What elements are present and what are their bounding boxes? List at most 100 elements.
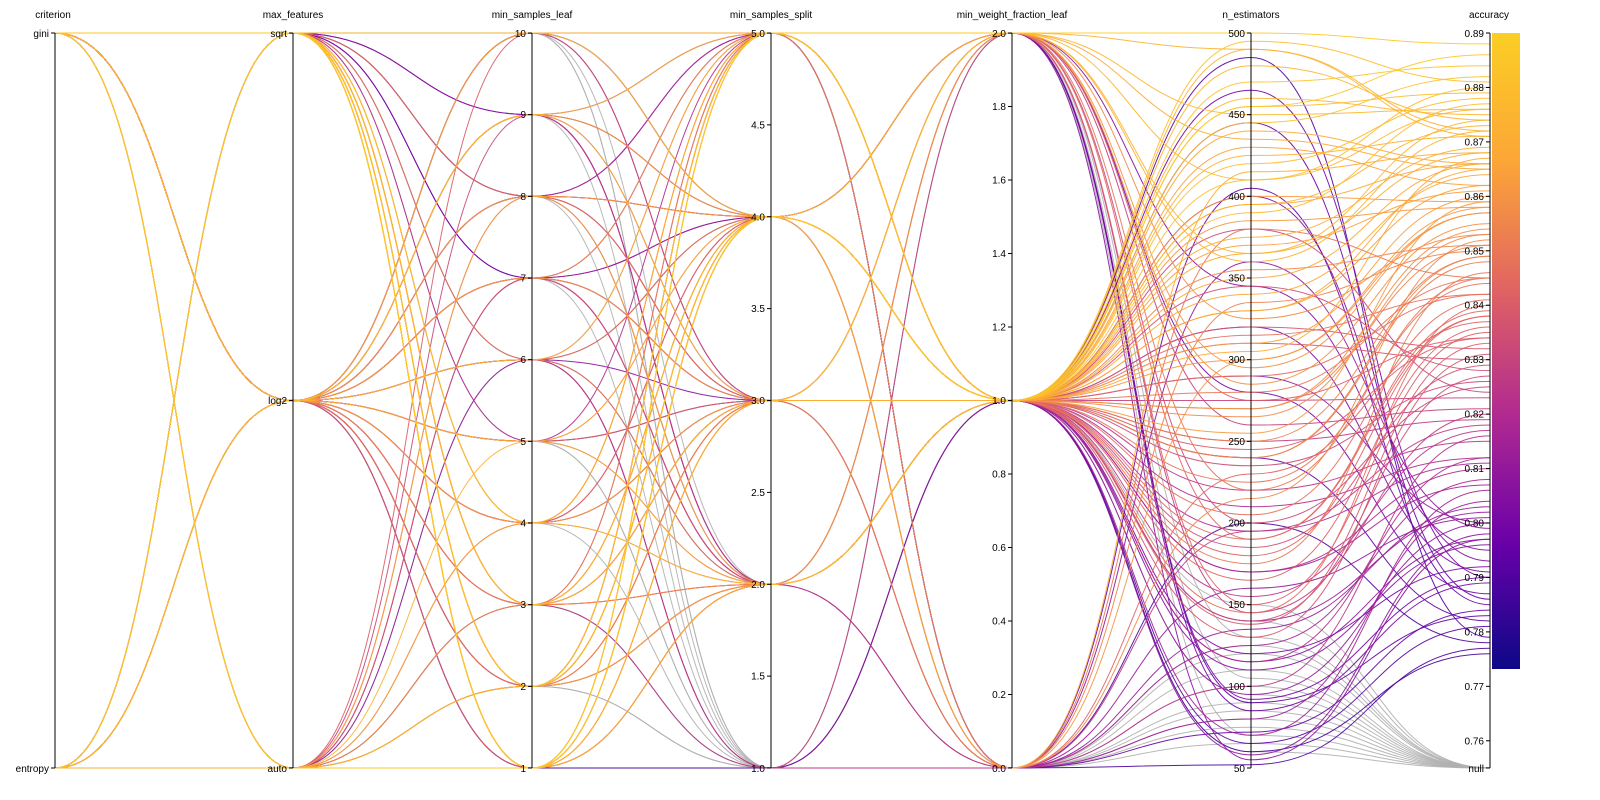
tick-label-min-samples-leaf: 7 (520, 274, 526, 285)
tick-label-min-samples-leaf: 2 (520, 682, 526, 693)
axis-min-weight-fraction-leaf: min_weight_fraction_leaf 0.0 0.2 0.4 0.6 0.8 1… (957, 10, 1068, 775)
tick-label-min-samples-leaf: 4 (520, 519, 526, 530)
data-line-126 (54, 32, 1491, 663)
tick-label-max-features: log2 (268, 396, 287, 407)
data-line-122 (54, 32, 1491, 491)
data-line-127 (54, 32, 1491, 700)
tick-label-min-samples-split: 2.5 (751, 488, 765, 499)
tick-label-accuracy: 0.81 (1465, 464, 1485, 475)
tick-label-n-estimators: 200 (1228, 519, 1245, 530)
tick-label-min-samples-split: 5.0 (751, 29, 765, 40)
tick-label-min-weight-fraction-leaf: 0.6 (992, 543, 1006, 554)
axis-title-accuracy: accuracy (1469, 10, 1509, 21)
tick-label-min-weight-fraction-leaf: 1.0 (992, 396, 1006, 407)
data-line-33 (55, 32, 1491, 638)
data-line-11 (54, 32, 1491, 769)
axis-title-min-samples-split: min_samples_split (730, 10, 812, 21)
tick-label-n-estimators: 450 (1228, 110, 1245, 121)
tick-label-min-samples-split: 3.0 (751, 396, 765, 407)
tick-label-min-samples-leaf: 5 (520, 437, 526, 448)
tick-label-min-weight-fraction-leaf: 1.8 (992, 102, 1006, 113)
tick-label-accuracy: 0.82 (1465, 410, 1485, 421)
data-line-77 (54, 277, 1491, 769)
axis-title-max-features: max_features (263, 10, 324, 21)
data-line-27 (55, 32, 1491, 606)
axis-accuracy: accuracy 0.76 0.77 0.78 0.79 0.80 0.81 0.82 0.83… (1465, 10, 1509, 775)
axis-title-min-samples-leaf: min_samples_leaf (492, 10, 573, 21)
data-line-37 (55, 32, 1491, 606)
tick-label-min-weight-fraction-leaf: 0.4 (992, 617, 1006, 628)
tick-label-min-weight-fraction-leaf: 1.6 (992, 176, 1006, 187)
data-line-106 (55, 32, 1491, 606)
tick-label-accuracy: 0.88 (1465, 83, 1485, 94)
tick-label-min-samples-leaf: 10 (515, 29, 527, 40)
tick-label-accuracy: 0.89 (1465, 29, 1485, 40)
data-line-72 (54, 250, 1491, 769)
tick-label-min-samples-split: 4.0 (751, 212, 765, 223)
tick-label-accuracy: 0.77 (1465, 682, 1485, 693)
data-line-78 (54, 359, 1491, 769)
tick-label-n-estimators: 250 (1228, 437, 1245, 448)
data-line-117 (54, 32, 1491, 606)
data-line-56 (54, 32, 1491, 551)
data-line-46 (54, 32, 1491, 606)
tick-label-min-weight-fraction-leaf: 0.8 (992, 470, 1006, 481)
tick-label-accuracy: 0.79 (1465, 573, 1485, 584)
tick-label-criterion: gini (33, 29, 49, 40)
tick-label-min-samples-leaf: 6 (520, 355, 526, 366)
colorbar (1492, 33, 1520, 669)
axis-min-samples-leaf: min_samples_leaf 1 2 3 4 5 6 7 8 9 10 (492, 10, 573, 775)
axis-min-samples-split: min_samples_split 1.0 1.5 2.0 2.5 3.0 3.5 4.0 4.… (730, 10, 812, 775)
axis-title-criterion: criterion (35, 10, 71, 21)
data-line-129 (55, 32, 1491, 638)
tick-label-accuracy: 0.83 (1465, 355, 1485, 366)
tick-label-n-estimators: 100 (1228, 682, 1245, 693)
data-line-35 (55, 32, 1491, 687)
data-line-123 (54, 32, 1491, 532)
tick-label-accuracy: 0.84 (1465, 301, 1485, 312)
data-line-130 (55, 32, 1491, 600)
data-line-111 (55, 32, 1491, 606)
tick-label-n-estimators: 500 (1228, 29, 1245, 40)
data-line-12 (54, 163, 1491, 769)
tick-label-max-features: sqrt (270, 29, 287, 40)
tick-label-min-weight-fraction-leaf: 0.2 (992, 690, 1006, 701)
data-line-48 (54, 32, 1491, 573)
tick-label-min-samples-leaf: 3 (520, 600, 526, 611)
tick-label-criterion: entropy (16, 764, 49, 775)
data-line-10 (54, 32, 1491, 769)
tick-label-min-samples-split: 2.0 (751, 580, 765, 591)
axis-title-n-estimators: n_estimators (1222, 10, 1279, 21)
tick-label-n-estimators: 300 (1228, 355, 1245, 366)
data-line-5 (55, 32, 1491, 508)
tick-label-accuracy: null (1468, 764, 1484, 775)
data-line-67 (54, 216, 1491, 769)
tick-label-min-samples-leaf: 8 (520, 192, 526, 203)
data-line-124 (54, 32, 1491, 606)
tick-label-min-weight-fraction-leaf: 2.0 (992, 29, 1006, 40)
tick-label-min-weight-fraction-leaf: 1.2 (992, 323, 1006, 334)
data-line-20 (55, 32, 1491, 769)
tick-label-accuracy: 0.85 (1465, 246, 1485, 257)
tick-label-n-estimators: 400 (1228, 192, 1245, 203)
colorbar-gradient (1492, 33, 1520, 669)
axis-n-estimators: n_estimators 50 100 150 200 250 300 350 400 450 50… (1222, 10, 1279, 775)
tick-label-accuracy: 0.86 (1465, 192, 1485, 203)
tick-label-min-samples-split: 1.5 (751, 672, 765, 683)
data-line-131 (55, 32, 1491, 562)
tick-label-min-weight-fraction-leaf: 0.0 (992, 764, 1006, 775)
tick-label-accuracy: 0.78 (1465, 627, 1485, 638)
tick-label-min-samples-split: 3.5 (751, 304, 765, 315)
tick-label-accuracy: 0.76 (1465, 736, 1485, 747)
tick-label-max-features: auto (268, 764, 288, 775)
tick-label-min-samples-split: 4.5 (751, 120, 765, 131)
tick-label-n-estimators: 350 (1228, 274, 1245, 285)
tick-label-min-weight-fraction-leaf: 1.4 (992, 249, 1006, 260)
data-line-68 (54, 359, 1491, 769)
data-line-63 (54, 216, 1491, 769)
data-line-8 (54, 32, 1491, 704)
tick-label-min-samples-leaf: 9 (520, 110, 526, 121)
